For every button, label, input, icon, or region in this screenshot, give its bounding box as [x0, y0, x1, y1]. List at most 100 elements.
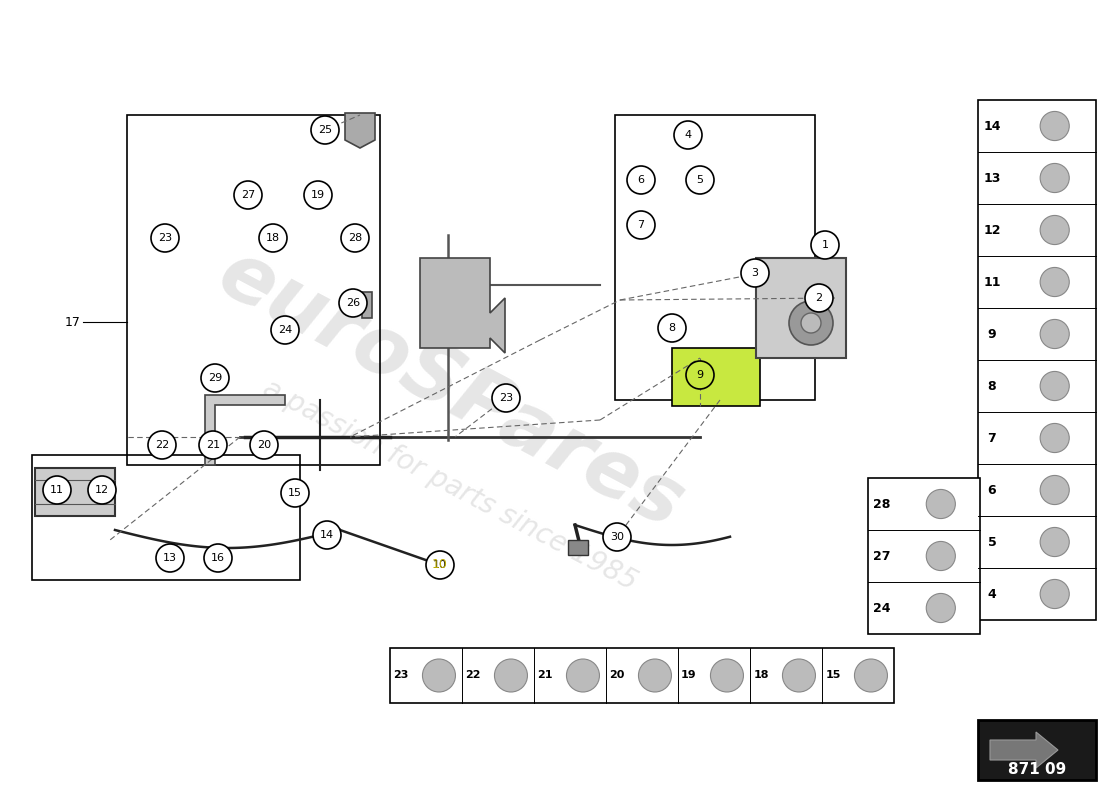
Circle shape [1041, 475, 1069, 505]
Text: 9: 9 [988, 327, 997, 341]
Text: 23: 23 [499, 393, 513, 403]
Bar [390, 648, 894, 703]
Text: 6: 6 [988, 483, 997, 497]
Circle shape [711, 659, 744, 692]
Polygon shape [345, 113, 375, 148]
Text: 28: 28 [873, 498, 891, 510]
Circle shape [148, 431, 176, 459]
Text: 9: 9 [696, 370, 704, 380]
Circle shape [495, 659, 528, 692]
Circle shape [88, 476, 116, 504]
Circle shape [426, 551, 454, 579]
Circle shape [801, 313, 821, 333]
Circle shape [741, 259, 769, 287]
Circle shape [199, 431, 227, 459]
Circle shape [926, 490, 956, 518]
Polygon shape [205, 395, 285, 465]
Text: 11: 11 [983, 275, 1001, 289]
Bar [978, 720, 1096, 780]
Text: 12: 12 [95, 485, 109, 495]
Text: 7: 7 [637, 220, 645, 230]
Circle shape [855, 659, 888, 692]
Text: 5: 5 [696, 175, 704, 185]
Circle shape [1041, 527, 1069, 557]
Circle shape [686, 166, 714, 194]
Circle shape [1041, 111, 1069, 141]
Text: 21: 21 [537, 670, 552, 681]
Text: 7: 7 [988, 431, 997, 445]
Bar [978, 100, 1096, 620]
Circle shape [492, 384, 520, 412]
Bar [615, 115, 815, 400]
Text: 6: 6 [638, 175, 645, 185]
Text: 18: 18 [266, 233, 280, 243]
Text: 25: 25 [318, 125, 332, 135]
Circle shape [1041, 267, 1069, 297]
Text: 19: 19 [681, 670, 696, 681]
Text: 28: 28 [348, 233, 362, 243]
Text: 14: 14 [983, 119, 1001, 133]
Bar [868, 478, 980, 634]
Circle shape [314, 521, 341, 549]
Text: 13: 13 [983, 171, 1001, 185]
Text: 27: 27 [873, 550, 891, 562]
Text: 4: 4 [684, 130, 692, 140]
Circle shape [201, 364, 229, 392]
Text: 27: 27 [241, 190, 255, 200]
Polygon shape [990, 732, 1058, 768]
Text: 10: 10 [432, 558, 448, 571]
Text: a passion for parts since 1985: a passion for parts since 1985 [258, 374, 641, 596]
Text: 8: 8 [669, 323, 675, 333]
Circle shape [658, 314, 686, 342]
Text: 23: 23 [394, 670, 409, 681]
Text: 23: 23 [158, 233, 172, 243]
Text: 11: 11 [50, 485, 64, 495]
Text: 4: 4 [988, 587, 997, 601]
Text: 13: 13 [163, 553, 177, 563]
Circle shape [566, 659, 600, 692]
Circle shape [43, 476, 72, 504]
Text: 3: 3 [751, 268, 759, 278]
Circle shape [422, 659, 455, 692]
Polygon shape [420, 258, 505, 353]
Circle shape [234, 181, 262, 209]
Text: 1: 1 [822, 240, 828, 250]
Circle shape [1041, 215, 1069, 245]
Circle shape [789, 301, 833, 345]
Circle shape [674, 121, 702, 149]
Text: 29: 29 [208, 373, 222, 383]
Circle shape [627, 166, 654, 194]
Circle shape [258, 224, 287, 252]
Text: 17: 17 [65, 315, 81, 329]
Text: 19: 19 [311, 190, 326, 200]
Circle shape [1041, 371, 1069, 401]
Text: 21: 21 [206, 440, 220, 450]
Text: 24: 24 [278, 325, 293, 335]
Bar [32, 455, 300, 580]
Polygon shape [756, 258, 846, 358]
Bar [568, 540, 588, 555]
Circle shape [151, 224, 179, 252]
Circle shape [1041, 579, 1069, 609]
Circle shape [805, 284, 833, 312]
Text: 15: 15 [825, 670, 840, 681]
Text: 12: 12 [983, 223, 1001, 237]
Text: 15: 15 [288, 488, 302, 498]
Text: 20: 20 [609, 670, 625, 681]
Circle shape [311, 116, 339, 144]
Circle shape [1041, 423, 1069, 453]
Text: 26: 26 [345, 298, 360, 308]
Text: 24: 24 [873, 602, 891, 614]
Text: 10: 10 [433, 560, 447, 570]
Circle shape [156, 544, 184, 572]
Text: 30: 30 [610, 532, 624, 542]
Text: 22: 22 [155, 440, 169, 450]
Circle shape [811, 231, 839, 259]
Polygon shape [355, 292, 372, 318]
Circle shape [686, 361, 714, 389]
Text: 2: 2 [815, 293, 823, 303]
Bar [35, 468, 116, 516]
Circle shape [603, 523, 631, 551]
Circle shape [250, 431, 278, 459]
Circle shape [271, 316, 299, 344]
